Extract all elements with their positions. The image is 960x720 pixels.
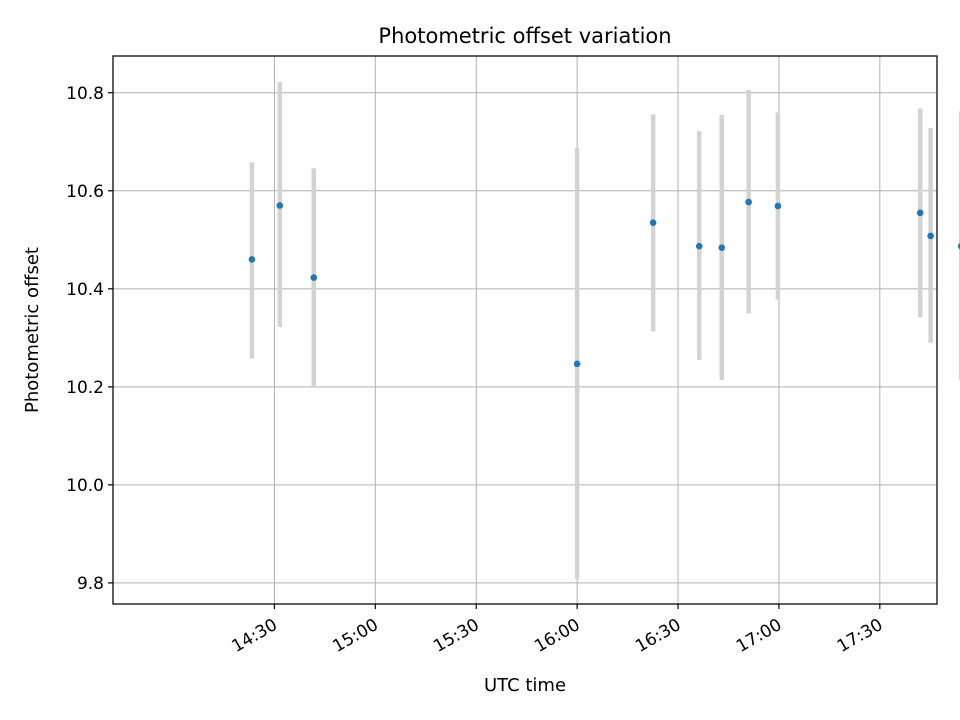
x-tick-label: 15:30	[430, 615, 482, 657]
data-point	[695, 242, 703, 250]
data-point	[248, 256, 256, 263]
x-tick-label: 16:00	[531, 615, 583, 657]
data-point	[774, 202, 782, 210]
plot-frame	[112, 55, 938, 605]
data-point	[916, 209, 924, 217]
x-tick-label: 15:00	[329, 615, 381, 657]
data-point	[718, 244, 726, 251]
y-tick-label: 10.2	[66, 378, 104, 398]
x-tick-label: 17:30	[834, 615, 886, 657]
data-point	[957, 243, 960, 250]
data-point	[649, 219, 657, 226]
x-tick-label: 17:00	[733, 615, 785, 657]
data-point	[927, 232, 934, 240]
grid	[113, 56, 937, 604]
x-axis-label: UTC time	[484, 675, 566, 696]
data-point	[573, 360, 581, 368]
y-tick-label: 10.0	[66, 476, 104, 496]
y-tick-label: 10.8	[66, 84, 104, 104]
error-bars	[249, 81, 960, 580]
data-point	[745, 198, 752, 206]
data-point	[276, 202, 284, 209]
y-tick-label: 10.6	[66, 182, 104, 202]
data-point	[310, 274, 318, 281]
x-tick-label: 16:30	[632, 615, 684, 657]
y-tick-label: 9.8	[77, 574, 104, 594]
x-tick-label: 14:30	[229, 615, 281, 657]
y-tick-label: 10.4	[66, 280, 104, 300]
chart-title: Photometric offset variation	[378, 24, 671, 48]
data-points	[248, 198, 960, 368]
y-axis-label: Photometric offset	[22, 247, 43, 413]
